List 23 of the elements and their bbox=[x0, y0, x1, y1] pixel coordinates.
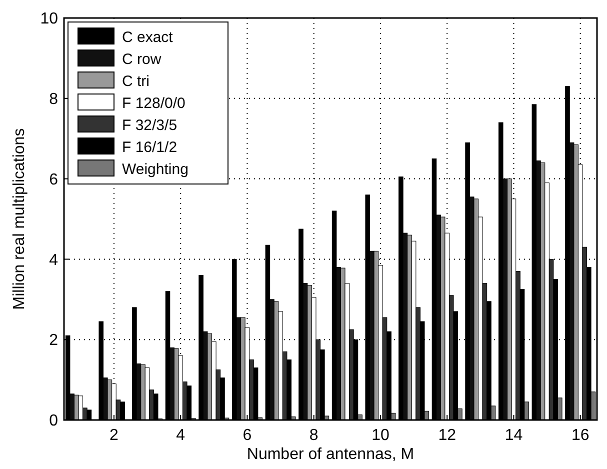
legend-label: C row bbox=[122, 51, 162, 68]
legend-label: C exact bbox=[122, 29, 174, 46]
y-tick-label: 6 bbox=[49, 171, 58, 188]
x-tick-label: 2 bbox=[110, 427, 119, 444]
x-tick-label: 14 bbox=[504, 427, 523, 444]
y-tick-label: 8 bbox=[49, 91, 58, 108]
x-tick-label: 16 bbox=[571, 427, 590, 444]
x-axis-title: Number of antennas, M bbox=[246, 446, 414, 463]
legend-label: F 128/0/0 bbox=[122, 95, 186, 112]
x-tick-label: 10 bbox=[372, 427, 390, 444]
y-tick-label: 0 bbox=[49, 412, 58, 430]
x-tick-label: 8 bbox=[309, 427, 318, 444]
y-tick-label: 4 bbox=[49, 252, 58, 269]
legend-label: C tri bbox=[122, 73, 150, 90]
y-axis-title: Million real multiplications bbox=[11, 128, 28, 310]
x-tick-label: 12 bbox=[438, 427, 456, 444]
y-tick-label: 10 bbox=[40, 10, 58, 28]
y-tick-label: 2 bbox=[49, 332, 58, 350]
legend-label: F 32/3/5 bbox=[122, 117, 178, 134]
x-tick-label: 6 bbox=[242, 427, 252, 444]
legend-label: F 16/1/2 bbox=[122, 139, 178, 156]
legend-label: Weighting bbox=[122, 161, 188, 178]
x-tick-label: 4 bbox=[176, 427, 186, 444]
